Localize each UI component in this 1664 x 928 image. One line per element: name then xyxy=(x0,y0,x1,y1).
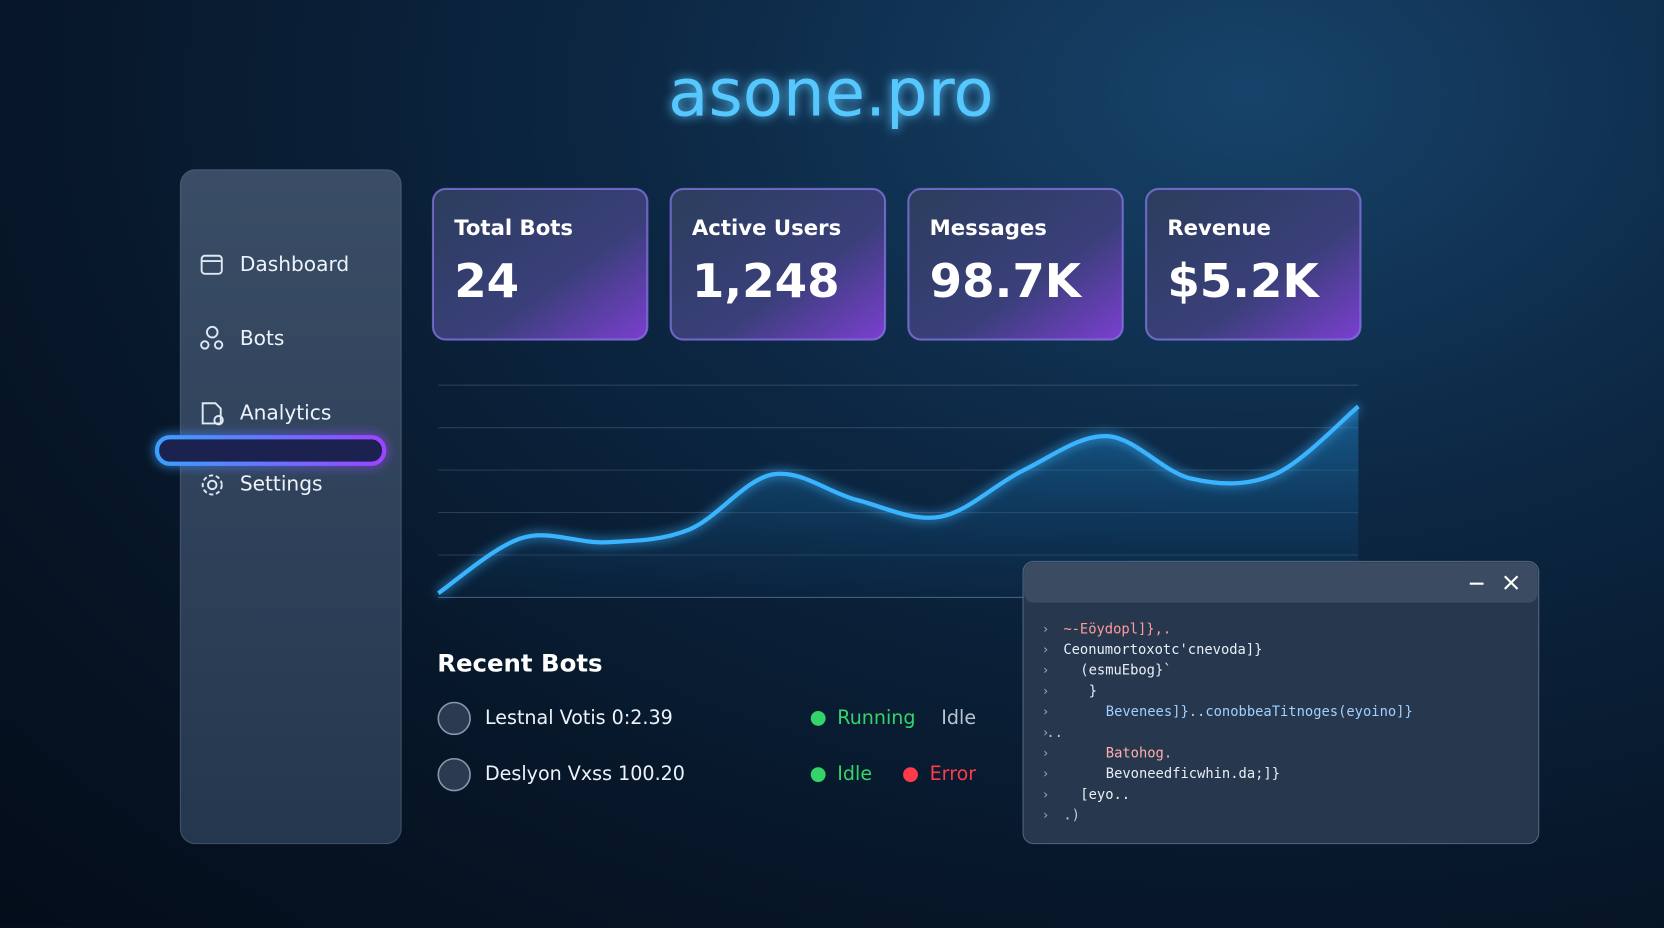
section-title: Recent Bots xyxy=(437,648,602,677)
icon xyxy=(213,340,224,350)
bot-name: Lestnal Votis 0:2.39 xyxy=(485,706,673,729)
stat-label: Total Bots xyxy=(454,216,573,241)
stat-label: Revenue xyxy=(1167,216,1271,241)
bot-avatar xyxy=(437,701,471,736)
terminal-prompt: › xyxy=(1043,684,1048,699)
status-label: Idle xyxy=(837,762,872,785)
status-dot xyxy=(810,767,826,783)
terminal-prompt: › xyxy=(1043,663,1048,678)
sidebar xyxy=(179,169,402,845)
line-area xyxy=(438,406,1359,598)
nav-item[interactable]: Settings xyxy=(240,471,323,495)
terminal-line: ~-Eöydopl]},. xyxy=(1063,621,1171,637)
stat-value: 98.7K xyxy=(930,255,1083,309)
sidebar-icons xyxy=(200,254,224,496)
stat-card xyxy=(907,187,1124,341)
status-dot xyxy=(903,767,918,783)
terminal-prompt: › xyxy=(1043,746,1048,761)
active-indicator xyxy=(154,435,387,466)
close-button[interactable] xyxy=(1504,575,1519,590)
terminal-window xyxy=(1022,560,1540,845)
terminal-prompt: › xyxy=(1043,705,1048,720)
status-label: Error xyxy=(930,762,977,785)
icon xyxy=(213,415,224,426)
terminal-line: (esmuEbog}` xyxy=(1080,663,1171,679)
bot-avatar xyxy=(437,757,471,792)
icon xyxy=(200,254,223,275)
terminal-line: .) xyxy=(1063,808,1080,824)
terminal-line: Batohog. xyxy=(1106,745,1172,761)
terminal-line: Ceonumortoxotc'cnevoda]} xyxy=(1063,642,1262,658)
terminal-line: [eyo.. xyxy=(1080,787,1130,803)
stat-label: Active Users xyxy=(692,216,841,241)
terminal-prompt: › xyxy=(1043,808,1048,823)
status-label: Running xyxy=(837,706,915,729)
terminal-prompt: › xyxy=(1043,787,1048,802)
nav-item[interactable]: Bots xyxy=(240,326,285,350)
terminal-prompt: › xyxy=(1043,725,1048,740)
terminal-line: .. xyxy=(1046,725,1063,741)
stat-card xyxy=(669,187,887,341)
terminal-prompt: › xyxy=(1043,642,1048,657)
icon xyxy=(200,340,210,350)
bot-name: Deslyon Vxss 100.20 xyxy=(485,762,685,785)
status-dot xyxy=(810,711,826,726)
icon xyxy=(205,325,219,339)
stat-value: 1,248 xyxy=(692,255,840,309)
nav-item[interactable]: Dashboard xyxy=(240,252,349,276)
status-label: Idle xyxy=(941,706,976,729)
icon xyxy=(201,474,223,496)
stat-card xyxy=(1145,187,1362,341)
terminal-line: } xyxy=(1089,683,1097,699)
line-series xyxy=(437,404,1360,595)
nav-item[interactable]: Analytics xyxy=(240,400,332,424)
stat-card xyxy=(431,187,649,341)
terminal-titlebar xyxy=(1024,562,1538,603)
brand-title: asone.pro xyxy=(668,55,994,132)
terminal-line: Bevoneedficwhin.da;]} xyxy=(1106,766,1280,782)
terminal-prompt: › xyxy=(1043,767,1048,782)
stat-value: 24 xyxy=(454,255,519,309)
line-chart xyxy=(437,404,1360,598)
terminal-prompt: › xyxy=(1043,622,1048,637)
terminal-line: Bevenees]}..conobbeaTitnoges(eyoino]} xyxy=(1106,704,1413,720)
stat-value: $5.2K xyxy=(1167,255,1320,309)
icon xyxy=(207,479,218,491)
stat-label: Messages xyxy=(930,216,1047,241)
